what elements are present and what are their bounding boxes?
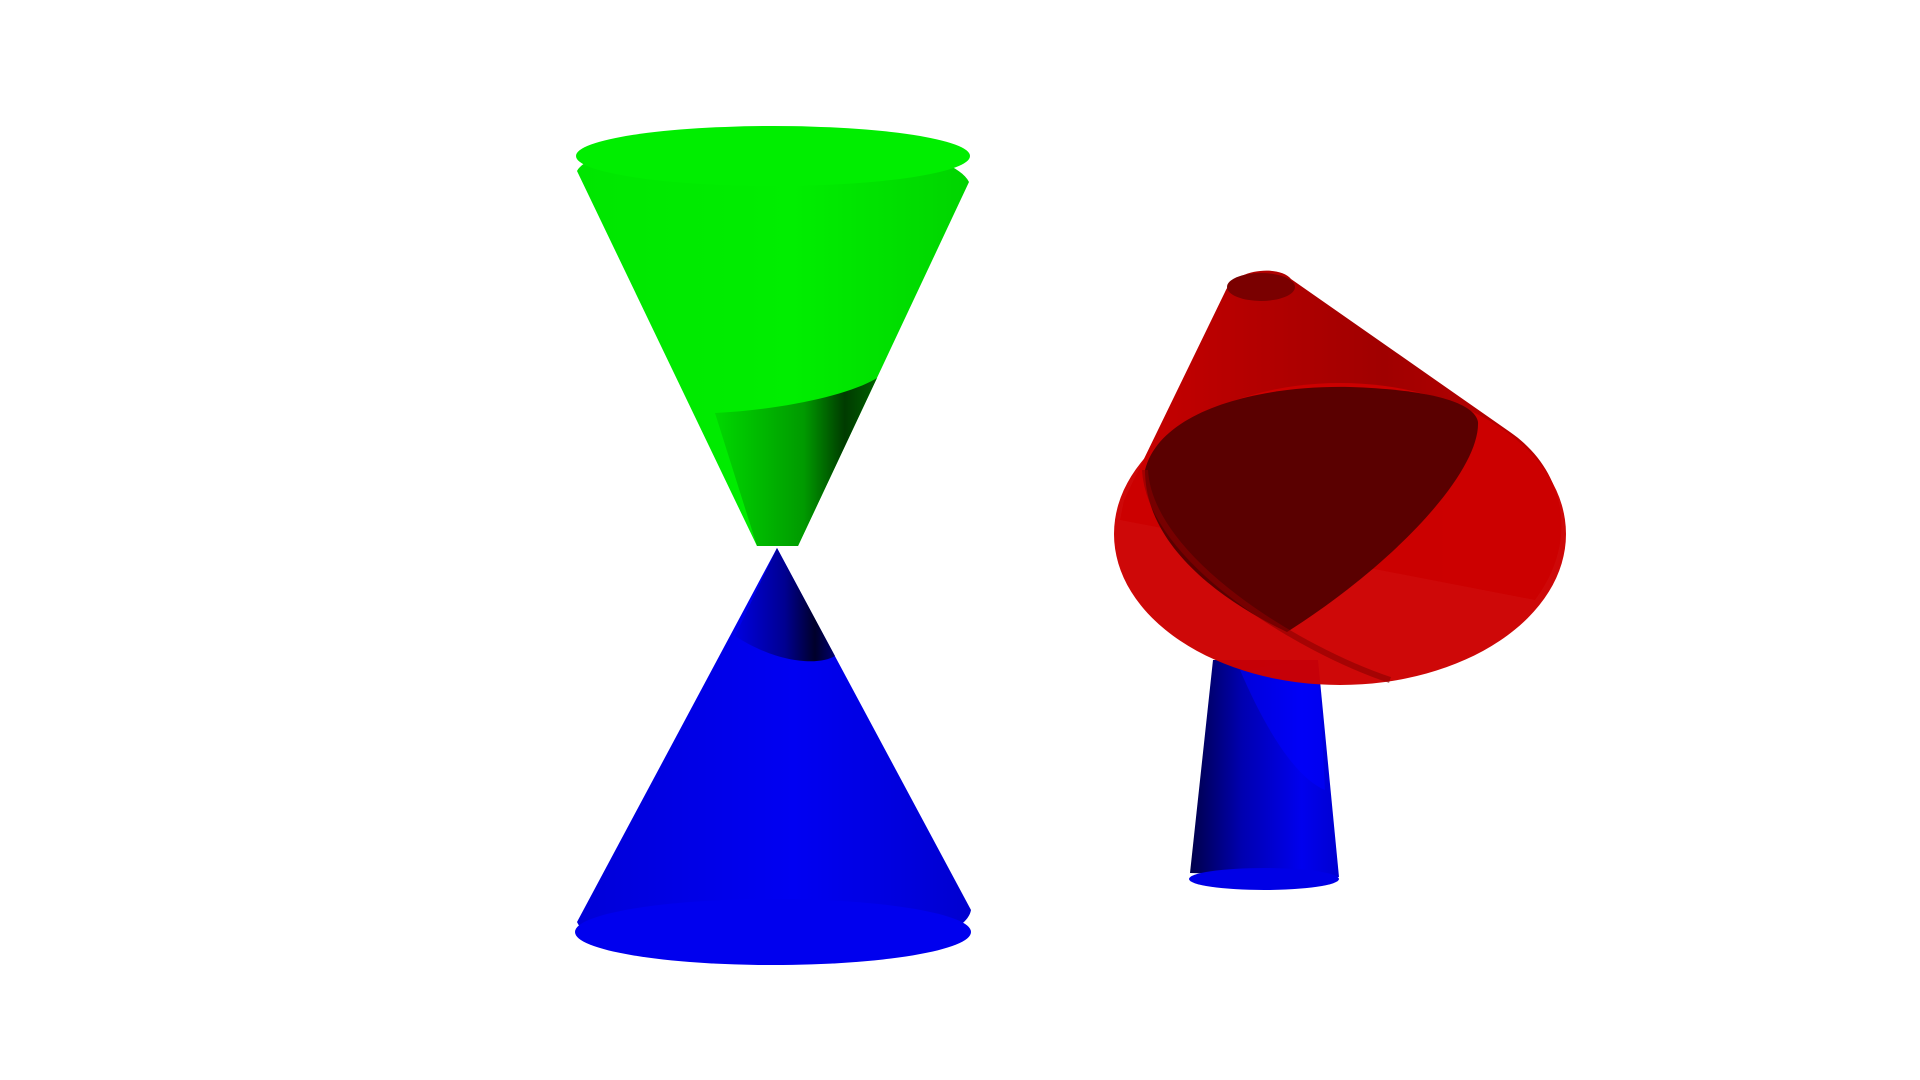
stem-base: [1189, 868, 1339, 890]
lower-blue-cone: [575, 548, 971, 965]
red-tilted-cone: [1114, 271, 1566, 685]
blue-cone-base: [575, 899, 971, 965]
blue-cone-inner-shadow: [735, 548, 835, 661]
red-cone-apex-cap: [1227, 273, 1295, 301]
blue-stem-cone: [1189, 660, 1339, 890]
green-cone-rim: [576, 126, 970, 186]
tilted-cone-pair: [1114, 271, 1566, 890]
double-cone: [575, 126, 971, 965]
upper-green-cone: [576, 126, 970, 546]
